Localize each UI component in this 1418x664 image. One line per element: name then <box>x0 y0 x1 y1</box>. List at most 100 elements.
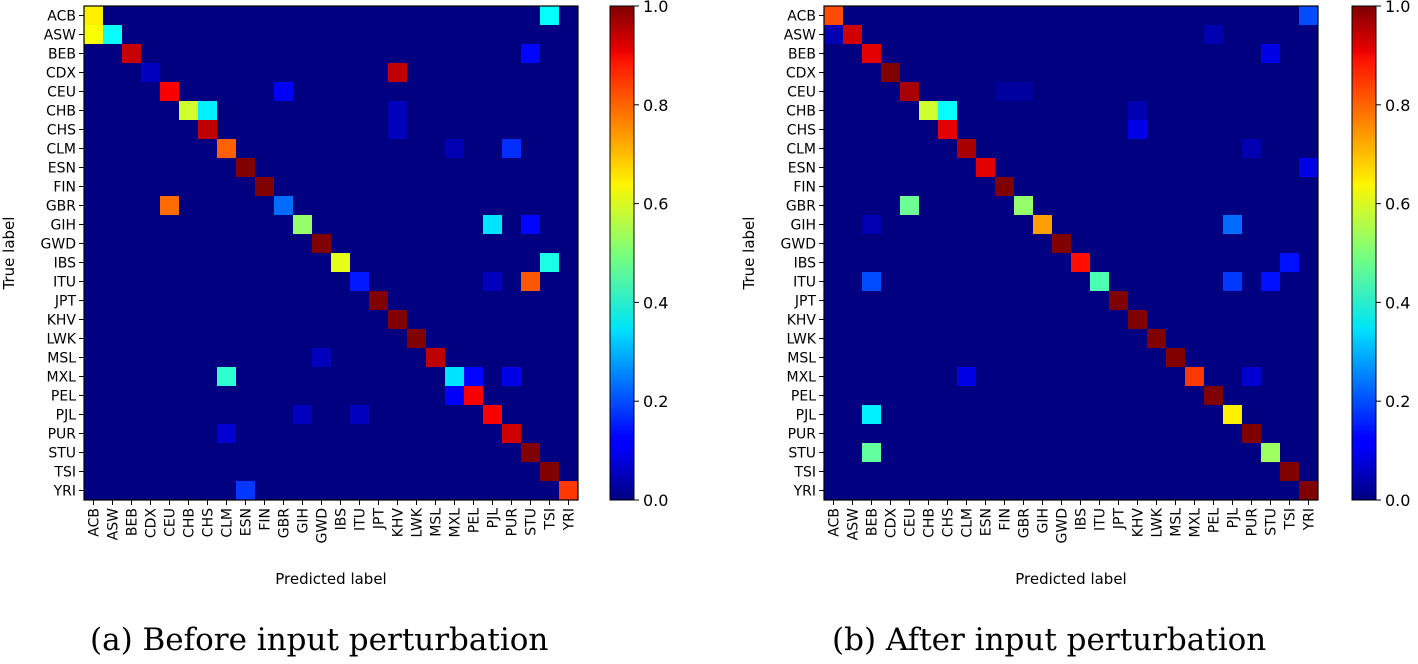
heatmap-cell <box>976 196 996 216</box>
y-tick-label: KHV <box>47 313 77 329</box>
heatmap-cell <box>274 329 294 349</box>
x-tick-label: PEL <box>467 508 483 533</box>
heatmap-cell <box>1052 101 1072 121</box>
heatmap-cell <box>976 120 996 140</box>
heatmap-cell <box>559 367 579 387</box>
heatmap-cell <box>217 63 237 83</box>
x-tick-label: MSL <box>1169 508 1185 537</box>
heatmap-cell <box>1185 82 1205 102</box>
heatmap-cell <box>900 272 920 292</box>
heatmap-cell <box>483 272 503 292</box>
heatmap-cell <box>369 386 389 406</box>
heatmap-cell <box>862 158 882 178</box>
confusion-matrix-after: ACBASWBEBCDXCEUCHBCHSCLMESNFINGBRGIHGWDI… <box>740 0 1410 588</box>
heatmap-cell <box>559 405 579 425</box>
colorbar-tick-label: 0.4 <box>1385 293 1410 312</box>
heatmap-cell <box>559 291 579 311</box>
heatmap-cell <box>1280 82 1300 102</box>
heatmap-cell <box>881 481 901 501</box>
heatmap-cell <box>1185 310 1205 330</box>
heatmap-cell <box>122 272 142 292</box>
heatmap-cell <box>1147 196 1167 216</box>
heatmap-cell <box>388 234 408 254</box>
heatmap-cell <box>1223 215 1243 235</box>
heatmap-cell <box>1014 139 1034 159</box>
heatmap-cell <box>445 82 465 102</box>
heatmap-cell <box>217 367 237 387</box>
heatmap-cell <box>1299 25 1319 45</box>
heatmap-cell <box>160 424 180 444</box>
heatmap-cell <box>274 120 294 140</box>
heatmap-cell <box>274 63 294 83</box>
heatmap-cell <box>900 6 920 26</box>
heatmap-cell <box>141 139 161 159</box>
heatmap-cell <box>1185 272 1205 292</box>
heatmap-cell <box>1109 215 1129 235</box>
heatmap-cell <box>426 272 446 292</box>
heatmap-cell <box>217 253 237 273</box>
heatmap-cell <box>217 82 237 102</box>
heatmap-cell <box>957 310 977 330</box>
heatmap-cell <box>122 386 142 406</box>
heatmap-cell <box>369 329 389 349</box>
heatmap-cell <box>312 386 332 406</box>
heatmap-cell <box>255 462 275 482</box>
heatmap-cell <box>84 348 104 368</box>
heatmap-cell <box>938 367 958 387</box>
heatmap-cell <box>919 82 939 102</box>
heatmap-cell <box>483 367 503 387</box>
heatmap-cell <box>350 367 370 387</box>
heatmap-cell <box>350 63 370 83</box>
colorbar-tick-label: 0.2 <box>1385 392 1410 411</box>
heatmap-cell <box>369 196 389 216</box>
heatmap-cell <box>900 386 920 406</box>
heatmap-cell <box>843 44 863 64</box>
heatmap-cell <box>957 481 977 501</box>
x-tick-label: TSI <box>543 508 559 531</box>
heatmap-cell <box>1090 6 1110 26</box>
heatmap-cell <box>141 329 161 349</box>
heatmap-cell <box>274 82 294 102</box>
heatmap-cell <box>995 139 1015 159</box>
heatmap-cell <box>369 405 389 425</box>
heatmap-cell <box>464 120 484 140</box>
heatmap-cell <box>881 139 901 159</box>
heatmap-cell <box>1052 234 1072 254</box>
heatmap-cell <box>426 291 446 311</box>
heatmap-cell <box>1204 139 1224 159</box>
heatmap-cell <box>976 25 996 45</box>
heatmap-cell <box>331 291 351 311</box>
heatmap-cell <box>502 63 522 83</box>
heatmap-cell <box>388 272 408 292</box>
heatmap-cell <box>122 101 142 121</box>
heatmap-cell <box>217 196 237 216</box>
heatmap-cell <box>521 139 541 159</box>
heatmap-cell <box>824 6 844 26</box>
heatmap-cell <box>198 44 218 64</box>
heatmap-cell <box>1261 63 1281 83</box>
heatmap-cell <box>862 63 882 83</box>
heatmap-cell <box>976 291 996 311</box>
heatmap-cell <box>881 348 901 368</box>
heatmap-cell <box>1261 367 1281 387</box>
heatmap-cell <box>1261 481 1281 501</box>
heatmap-cell <box>1071 177 1091 197</box>
heatmap-cell <box>483 63 503 83</box>
heatmap-cell <box>160 253 180 273</box>
heatmap-cell <box>293 44 313 64</box>
heatmap-cell <box>255 101 275 121</box>
heatmap-cell <box>217 348 237 368</box>
heatmap-cell <box>331 139 351 159</box>
heatmap-cell <box>293 443 313 463</box>
heatmap-cell <box>502 120 522 140</box>
heatmap-cell <box>862 443 882 463</box>
heatmap-cell <box>274 158 294 178</box>
heatmap-cell <box>900 367 920 387</box>
heatmap-cell <box>255 443 275 463</box>
heatmap-cell <box>141 82 161 102</box>
heatmap-cell <box>179 291 199 311</box>
heatmap-cell <box>236 443 256 463</box>
heatmap-cell <box>293 158 313 178</box>
heatmap-cell <box>198 234 218 254</box>
heatmap-cell <box>217 424 237 444</box>
